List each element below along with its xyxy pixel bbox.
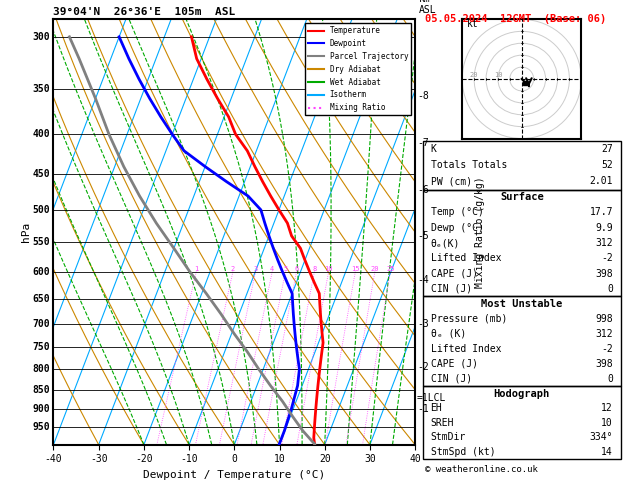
Text: 398: 398 xyxy=(595,359,613,369)
Text: -1: -1 xyxy=(417,404,429,414)
Text: CAPE (J): CAPE (J) xyxy=(431,359,477,369)
Text: Most Unstable: Most Unstable xyxy=(481,299,562,309)
Text: 10: 10 xyxy=(601,418,613,428)
X-axis label: Dewpoint / Temperature (°C): Dewpoint / Temperature (°C) xyxy=(143,470,325,480)
Text: θₑ(K): θₑ(K) xyxy=(431,238,460,248)
Text: 400: 400 xyxy=(32,129,50,139)
Text: 20: 20 xyxy=(370,266,379,272)
Text: 1: 1 xyxy=(194,266,198,272)
Text: 300: 300 xyxy=(32,32,50,42)
Legend: Temperature, Dewpoint, Parcel Trajectory, Dry Adiabat, Wet Adiabat, Isotherm, Mi: Temperature, Dewpoint, Parcel Trajectory… xyxy=(305,23,411,115)
Text: -3: -3 xyxy=(417,319,429,330)
Text: 700: 700 xyxy=(32,319,50,329)
Text: 950: 950 xyxy=(32,422,50,433)
Text: 17.7: 17.7 xyxy=(589,208,613,217)
Text: StmDir: StmDir xyxy=(431,433,466,442)
Text: 0: 0 xyxy=(607,284,613,294)
Text: -6: -6 xyxy=(417,185,429,194)
Text: Totals Totals: Totals Totals xyxy=(431,160,507,170)
Text: 312: 312 xyxy=(595,329,613,339)
Text: 550: 550 xyxy=(32,237,50,247)
Text: 10: 10 xyxy=(494,71,502,78)
Text: 650: 650 xyxy=(32,294,50,304)
Text: kt: kt xyxy=(467,18,479,29)
Text: Lifted Index: Lifted Index xyxy=(431,253,501,263)
Text: 15: 15 xyxy=(351,266,360,272)
Text: 12: 12 xyxy=(601,403,613,413)
Text: 10: 10 xyxy=(325,266,333,272)
Text: EH: EH xyxy=(431,403,442,413)
Text: Surface: Surface xyxy=(500,192,543,202)
Text: StmSpd (kt): StmSpd (kt) xyxy=(431,447,495,457)
Text: θₑ (K): θₑ (K) xyxy=(431,329,466,339)
Text: 800: 800 xyxy=(32,364,50,374)
Text: 600: 600 xyxy=(32,267,50,277)
Text: CIN (J): CIN (J) xyxy=(431,284,472,294)
Text: Hodograph: Hodograph xyxy=(494,389,550,399)
Text: 350: 350 xyxy=(32,84,50,94)
Text: 334°: 334° xyxy=(589,433,613,442)
Text: hPa: hPa xyxy=(21,222,31,242)
Text: SREH: SREH xyxy=(431,418,454,428)
Text: -2: -2 xyxy=(601,344,613,354)
Text: Lifted Index: Lifted Index xyxy=(431,344,501,354)
Text: 25: 25 xyxy=(386,266,394,272)
Text: CIN (J): CIN (J) xyxy=(431,374,472,384)
Text: 998: 998 xyxy=(595,314,613,324)
Text: 05.05.2024  12GMT  (Base: 06): 05.05.2024 12GMT (Base: 06) xyxy=(425,14,606,24)
Text: -2: -2 xyxy=(601,253,613,263)
Text: =1LCL: =1LCL xyxy=(417,393,447,402)
Text: 5: 5 xyxy=(284,266,287,272)
Text: 6: 6 xyxy=(294,266,299,272)
Text: 900: 900 xyxy=(32,404,50,414)
Text: 8: 8 xyxy=(313,266,316,272)
Text: Temp (°C): Temp (°C) xyxy=(431,208,484,217)
Text: 14: 14 xyxy=(601,447,613,457)
Text: CAPE (J): CAPE (J) xyxy=(431,269,477,278)
Text: 312: 312 xyxy=(595,238,613,248)
Text: 398: 398 xyxy=(595,269,613,278)
Text: -8: -8 xyxy=(417,91,429,101)
Text: PW (cm): PW (cm) xyxy=(431,176,472,187)
Text: Dewp (°C): Dewp (°C) xyxy=(431,223,484,233)
Text: 3: 3 xyxy=(253,266,258,272)
Text: 750: 750 xyxy=(32,342,50,352)
Text: 20: 20 xyxy=(470,71,479,78)
Text: 39°04'N  26°36'E  105m  ASL: 39°04'N 26°36'E 105m ASL xyxy=(53,7,236,17)
Text: km
ASL: km ASL xyxy=(419,0,437,15)
Text: -7: -7 xyxy=(417,139,429,148)
Text: 4: 4 xyxy=(270,266,274,272)
Text: 500: 500 xyxy=(32,205,50,215)
Text: -2: -2 xyxy=(417,362,429,372)
Text: 27: 27 xyxy=(601,144,613,154)
Text: 9.9: 9.9 xyxy=(595,223,613,233)
Text: 450: 450 xyxy=(32,169,50,179)
Text: 52: 52 xyxy=(601,160,613,170)
Text: 2.01: 2.01 xyxy=(589,176,613,187)
Text: K: K xyxy=(431,144,437,154)
Text: 850: 850 xyxy=(32,384,50,395)
Text: 2: 2 xyxy=(231,266,235,272)
Text: Pressure (mb): Pressure (mb) xyxy=(431,314,507,324)
Text: © weatheronline.co.uk: © weatheronline.co.uk xyxy=(425,465,537,474)
Text: Mixing Ratio (g/kg): Mixing Ratio (g/kg) xyxy=(476,176,485,288)
Text: -5: -5 xyxy=(417,231,429,241)
Text: -4: -4 xyxy=(417,275,429,285)
Text: 0: 0 xyxy=(607,374,613,384)
